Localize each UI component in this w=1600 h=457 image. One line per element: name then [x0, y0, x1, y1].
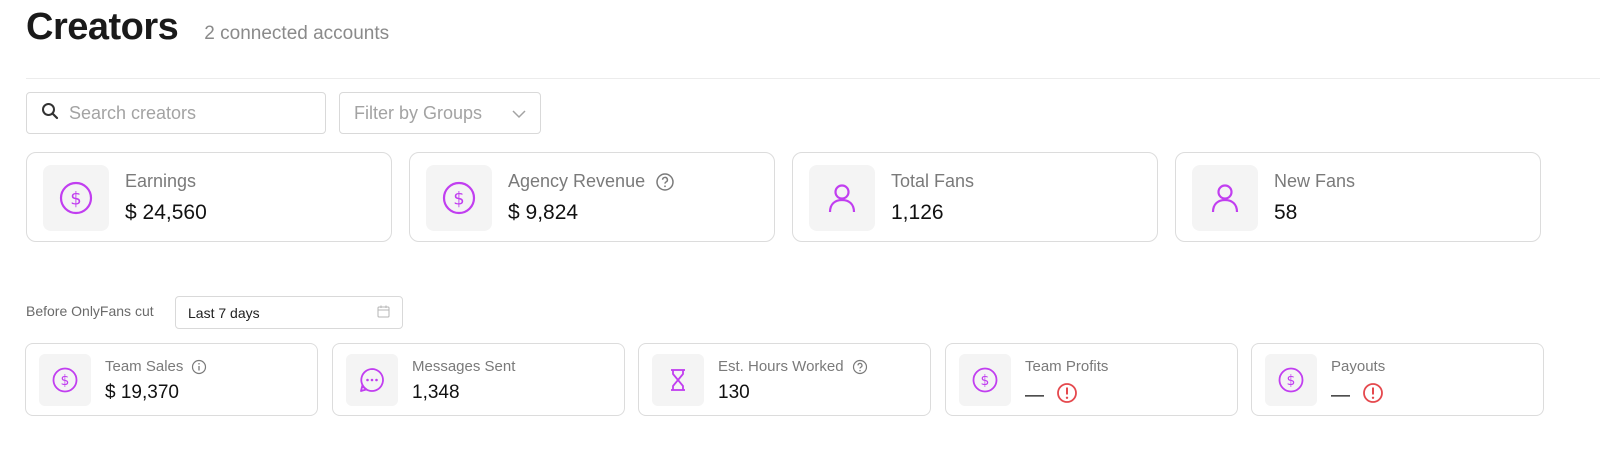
team-profits-amount: —: [1025, 385, 1044, 406]
agency-revenue-value: $ 9,824: [508, 201, 579, 224]
search-box[interactable]: [26, 92, 326, 134]
range-label: Before OnlyFans cut: [26, 303, 154, 319]
info-icon[interactable]: [191, 359, 207, 375]
earnings-label: Earnings: [125, 171, 197, 191]
date-range-select[interactable]: Last 7 days: [175, 296, 403, 329]
team-profits-label: Team Profits: [1025, 358, 1109, 375]
dollar-circle-icon: $: [39, 354, 91, 406]
date-range-value: Last 7 days: [188, 304, 260, 321]
team-sales-card: $ Team Sales $ 19,370: [25, 343, 318, 416]
new-fans-card: New Fans 58: [1175, 152, 1541, 242]
chat-bubble-icon: [346, 354, 398, 406]
svg-text:$: $: [61, 373, 70, 389]
svg-text:$: $: [981, 373, 990, 389]
total-fans-card: Total Fans 1,126: [792, 152, 1158, 242]
earnings-value: $ 24,560: [125, 201, 207, 224]
page-header: Creators 2 connected accounts: [26, 6, 389, 49]
filter-by-groups-select[interactable]: Filter by Groups: [339, 92, 541, 134]
agency-revenue-card: $ Agency Revenue $ 9,824: [409, 152, 775, 242]
payouts-label: Payouts: [1331, 358, 1386, 375]
total-fans-label: Total Fans: [891, 171, 975, 191]
warning-icon[interactable]: [1362, 382, 1384, 410]
search-input[interactable]: [67, 101, 311, 125]
user-icon: [1192, 165, 1258, 231]
team-sales-label: Team Sales: [105, 358, 207, 375]
payouts-value: —: [1331, 382, 1384, 410]
header-divider: [26, 78, 1600, 79]
est-hours-worked-label: Est. Hours Worked: [718, 358, 868, 375]
filter-label: Filter by Groups: [354, 102, 483, 123]
dollar-circle-icon: $: [1265, 354, 1317, 406]
svg-text:$: $: [1287, 373, 1296, 389]
dollar-circle-icon: $: [959, 354, 1011, 406]
new-fans-label: New Fans: [1274, 171, 1356, 191]
total-fans-value: 1,126: [891, 201, 944, 224]
earnings-card: $ Earnings $ 24,560: [26, 152, 392, 242]
team-sales-value: $ 19,370: [105, 382, 179, 403]
help-icon[interactable]: [852, 359, 868, 375]
est-hours-worked-card: Est. Hours Worked 130: [638, 343, 931, 416]
hourglass-icon: [652, 354, 704, 406]
warning-icon[interactable]: [1056, 382, 1078, 410]
chevron-down-icon: [512, 103, 526, 124]
dollar-circle-icon: $: [43, 165, 109, 231]
search-icon: [41, 102, 59, 125]
svg-text:$: $: [70, 189, 81, 210]
payouts-amount: —: [1331, 385, 1350, 406]
new-fans-value: 58: [1274, 201, 1298, 224]
agency-revenue-label: Agency Revenue: [508, 171, 675, 192]
messages-sent-label: Messages Sent: [412, 358, 516, 375]
messages-sent-value: 1,348: [412, 382, 460, 403]
payouts-card: $ Payouts —: [1251, 343, 1544, 416]
help-icon[interactable]: [655, 172, 675, 192]
page-title: Creators: [26, 6, 179, 48]
connected-accounts-count: 2 connected accounts: [204, 23, 390, 44]
team-profits-value: —: [1025, 382, 1078, 410]
team-profits-card: $ Team Profits —: [945, 343, 1238, 416]
svg-text:$: $: [453, 189, 464, 210]
messages-sent-card: Messages Sent 1,348: [332, 343, 625, 416]
est-hours-worked-value: 130: [718, 382, 750, 403]
user-icon: [809, 165, 875, 231]
calendar-icon: [377, 305, 390, 321]
dollar-circle-icon: $: [426, 165, 492, 231]
